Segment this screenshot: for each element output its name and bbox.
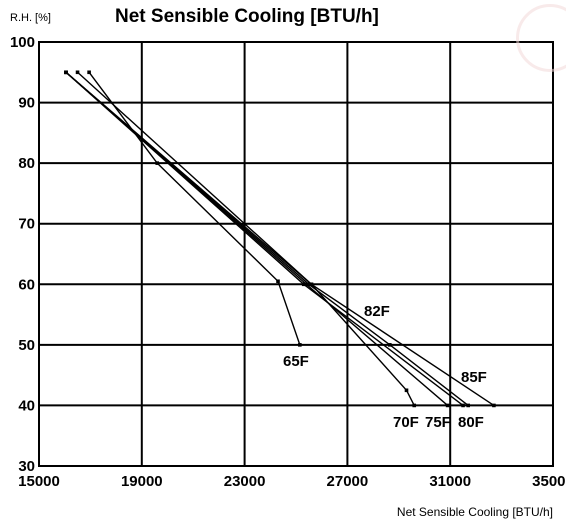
series-label-65F: 65F (283, 353, 309, 370)
data-point-85F (492, 403, 496, 408)
data-point-82F (466, 403, 470, 408)
grid (38, 41, 554, 467)
x-tick-label: 19000 (121, 473, 163, 490)
series-line-70F (77, 71, 415, 406)
y-tick-label: 100 (10, 34, 35, 51)
x-tick-label: 27000 (327, 473, 369, 490)
x-tick-label: 15000 (18, 473, 60, 490)
tick-labels: 15000 19000 23000 27000 31000 35000 30 40 50 60 70… (10, 34, 566, 490)
series-label-70F: 70F (393, 414, 419, 431)
watermark-stamp (516, 4, 566, 72)
y-tick-label: 40 (18, 397, 35, 414)
data-point-80F (301, 282, 306, 287)
y-tick-label: 80 (18, 155, 35, 172)
y-tick-label: 30 (18, 458, 35, 475)
data-point-82F (307, 282, 311, 287)
series-lines (64, 70, 496, 408)
series-line-85F (65, 71, 495, 407)
y-tick-label: 50 (18, 337, 35, 354)
data-point-82F (388, 343, 392, 347)
data-point-70F (412, 403, 417, 408)
data-point-70F (404, 388, 409, 393)
chart-title: Net Sensible Cooling [BTU/h] (115, 6, 379, 27)
y-tick-label: 70 (18, 216, 35, 233)
series-line-82F (65, 71, 469, 406)
x-tick-label: 23000 (224, 473, 266, 490)
y-tick-label: 60 (18, 276, 35, 293)
plot-frame (38, 41, 554, 467)
y-tick-label: 90 (18, 95, 35, 112)
data-point-85F (64, 70, 68, 75)
x-tick-label: 35000 (532, 473, 566, 490)
data-point-75F (304, 282, 309, 287)
x-axis-label: Net Sensible Cooling [BTU/h] (397, 505, 553, 519)
data-point-85F (309, 282, 314, 287)
y-axis-label: R.H. [%] (10, 12, 51, 24)
series-label-85F: 85F (461, 369, 487, 386)
data-point-75F (445, 403, 450, 408)
series-labels: 65F 70F 75F 80F 82F 85F (283, 303, 487, 431)
series-line-65F (88, 71, 301, 346)
data-point-65F (276, 279, 280, 284)
series-label-82F: 82F (364, 303, 390, 320)
data-point-65F (87, 70, 91, 75)
data-point-65F (298, 343, 302, 347)
data-point-80F (461, 403, 465, 408)
series-label-75F: 75F (425, 414, 451, 431)
data-point-65F (155, 161, 160, 165)
series-label-80F: 80F (458, 414, 484, 431)
data-point-70F (75, 70, 80, 75)
x-tick-label: 31000 (429, 473, 471, 490)
